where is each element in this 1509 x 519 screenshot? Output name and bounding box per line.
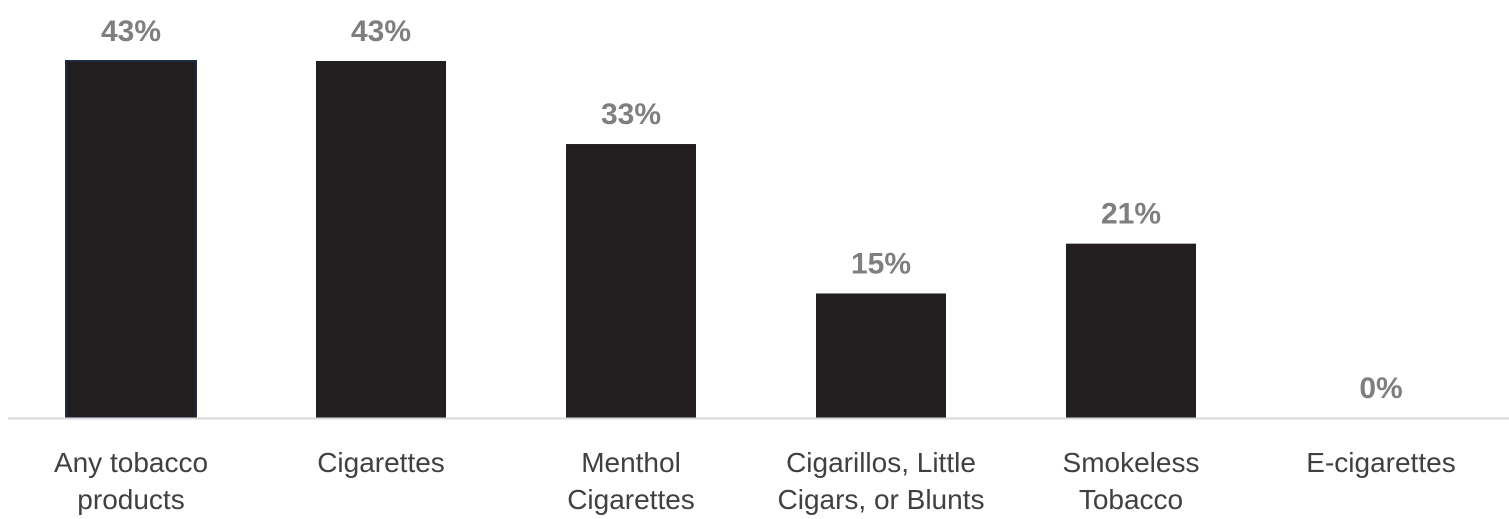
category-label-3-line-0: Cigarillos, Little <box>786 447 976 478</box>
bar-3 <box>816 293 946 418</box>
bar-0 <box>65 60 197 419</box>
bar-1 <box>316 61 446 418</box>
bar-2 <box>566 144 696 418</box>
bars-group <box>65 60 1196 419</box>
category-label-5-line-0: E-cigarettes <box>1306 447 1455 478</box>
value-label-3: 15% <box>851 247 911 280</box>
value-label-2: 33% <box>601 98 661 131</box>
category-label-4-line-1: Tobacco <box>1079 484 1183 515</box>
category-label-4-line-0: Smokeless <box>1063 447 1200 478</box>
value-label-4: 21% <box>1101 198 1161 231</box>
category-labels-group: Any tobacco products Cigarettes Menthol Ciga… <box>54 447 1456 515</box>
value-label-0: 43% <box>101 15 161 48</box>
category-label-2-line-1: Cigarettes <box>567 484 695 515</box>
category-label-0-line-0: Any tobacco <box>54 447 208 478</box>
bar-4 <box>1066 243 1196 418</box>
category-label-0-line-1: products <box>77 484 184 515</box>
value-label-5: 0% <box>1359 372 1402 405</box>
value-label-1: 43% <box>351 15 411 48</box>
category-label-1-line-0: Cigarettes <box>317 447 445 478</box>
value-labels-group: 43% 43% 33% 15% 21% 0% <box>101 15 1403 405</box>
category-label-2-line-0: Menthol <box>581 447 681 478</box>
category-label-3-line-1: Cigars, or Blunts <box>778 484 985 515</box>
